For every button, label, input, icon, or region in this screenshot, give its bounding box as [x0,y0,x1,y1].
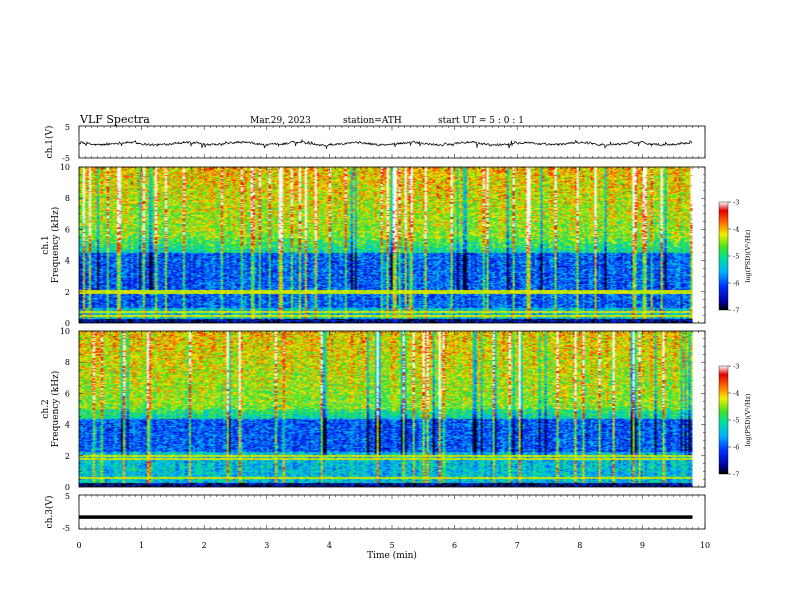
ch3-waveform-frame [78,494,706,530]
ch1-colorbar: -3 -4 -5 -6 -7 log(PSD)(V²/Hz) [718,199,752,315]
x-axis-label: Time (min) [367,550,417,561]
ch3-ytick-top: 5 [65,492,70,501]
ch1-freq-tick-label: 10 [60,163,70,172]
x-tick-label: 3 [264,541,269,550]
ch2-freq-tick-label: 10 [60,327,70,336]
ch1-colorbar-tick: -3 [733,199,739,207]
ch2-colorbar-tick: -7 [733,471,739,479]
x-tick-label: 8 [577,541,582,550]
ch3-waveform-ylabel: ch.3(V) [44,496,55,529]
x-tick-label: 0 [76,541,81,550]
x-tick-label: 10 [700,541,710,550]
ch1-colorbar-tick: -5 [733,253,739,261]
ch2-colorbar-gradient [718,365,729,475]
ch1-freq-tick-label: 6 [65,225,70,234]
ch1-ytick-bottom: -5 [62,154,70,163]
ch2-spectrogram-image [79,331,693,487]
ch1-freq-tick-label: 2 [65,288,70,297]
ch1-ytick-top: 5 [65,123,70,132]
ch1-colorbar-gradient [718,201,729,311]
ch2-freq-tick-label: 8 [65,358,70,367]
ch1-waveform-panel: 5 -5 ch.1(V) [44,123,706,163]
ch2-freq-tick-label: 6 [65,389,70,398]
start-time-label: start UT = 5 : 0 : 1 [438,116,524,126]
ch1-waveform-frame [78,125,706,159]
ch3-waveform-panel: 5 -5 ch.3(V) [44,492,706,533]
ch1-freq-tick-label: 0 [65,319,70,328]
ch1-channel-label: ch.1 [41,235,51,254]
ch3-waveform-line [79,515,693,519]
x-tick-label: 1 [139,541,144,550]
ch1-frequency-ylabel: Frequency (kHz) [50,207,61,284]
x-tick-label: 7 [515,541,520,550]
ch2-colorbar-tick: -4 [733,390,739,398]
ch1-colorbar-label: log(PSD)(V²/Hz) [744,229,752,282]
x-tick-label: 9 [640,541,645,550]
ch1-waveform-ylabel: ch.1(V) [44,126,55,159]
ch1-freq-tick-label: 8 [65,194,70,203]
ch3-ytick-bottom: -5 [62,524,70,533]
x-tick-label: 2 [202,541,207,550]
ch2-freq-tick-label: 0 [65,483,70,492]
ch1-waveform-line [78,139,693,149]
station-label: station=ATH [343,116,402,126]
x-axis: 0 1 2 3 4 5 6 7 8 9 10 [76,126,710,550]
ch1-colorbar-tick: -6 [733,280,739,288]
ch2-colorbar-tick: -5 [733,417,739,425]
date-label: Mar.29, 2023 [250,116,311,126]
ch1-spectrogram-image [79,167,693,323]
ch2-channel-label: ch.2 [41,399,51,418]
ch2-frequency-ylabel: Frequency (kHz) [50,371,61,448]
ch1-freq-tick-label: 4 [65,257,70,266]
ch1-colorbar-tick: -4 [733,226,739,234]
ch1-spectrogram-panel: 0 2 4 6 8 10 ch.1 Frequency (kHz) -3 -4 -5 -6 -7 … [41,163,752,328]
ch2-colorbar-tick: -6 [733,444,739,452]
ch2-freq-tick-label: 4 [65,421,70,430]
x-tick-label: 4 [327,541,332,550]
x-tick-label: 5 [389,541,394,550]
ch2-freq-tick-label: 2 [65,452,70,461]
ch1-colorbar-tick: -7 [733,307,739,315]
ch2-colorbar-label: log(PSD)(V²/Hz) [744,393,752,446]
ch2-spectrogram-panel: 0 2 4 6 8 10 ch.2 Frequency (kHz) -3 -4 -5 -6 -7 … [41,327,752,492]
ch2-colorbar-tick: -3 [733,363,739,371]
x-tick-label: 6 [452,541,457,550]
figure-title: VLF Spectra [79,113,150,126]
ch2-colorbar: -3 -4 -5 -6 -7 log(PSD)(V²/Hz) [718,363,752,479]
